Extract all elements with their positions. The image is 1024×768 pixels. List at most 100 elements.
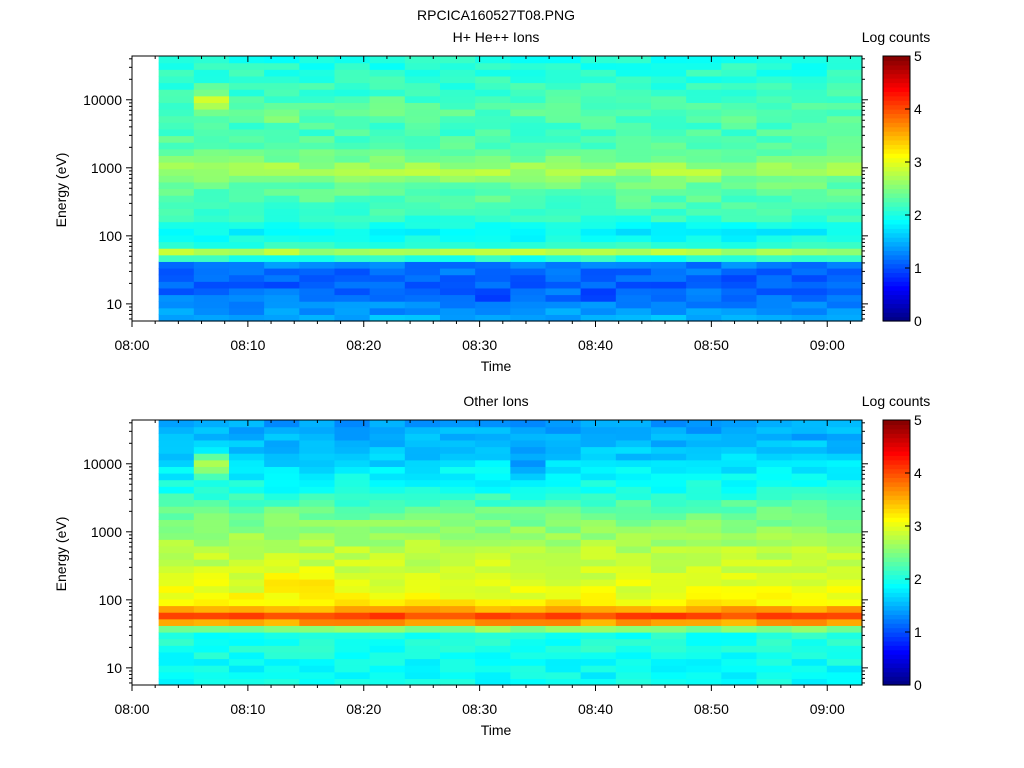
heatmap-cell	[369, 287, 406, 296]
heatmap-cell	[651, 181, 687, 190]
heatmap-cell	[791, 215, 828, 223]
heatmap-cell	[756, 208, 793, 216]
heatmap-cell	[404, 426, 441, 434]
heatmap-cell	[580, 645, 617, 653]
heatmap-cell	[299, 188, 336, 196]
heatmap-cell	[158, 56, 195, 64]
heatmap-cell	[791, 492, 828, 501]
heatmap-cell	[615, 241, 652, 249]
colorbar-step	[883, 254, 910, 260]
colorbar-step	[883, 658, 910, 664]
heatmap-cell	[299, 446, 336, 454]
heatmap-cell	[580, 519, 617, 527]
heatmap-cell	[404, 612, 441, 620]
heatmap-cell	[686, 228, 722, 236]
heatmap-cell	[791, 208, 828, 216]
colorbar-step	[883, 78, 910, 84]
heatmap-cell	[545, 665, 582, 673]
heatmap-cell	[369, 301, 406, 309]
heatmap-cell	[580, 625, 617, 633]
colorbar-tick-label: 3	[914, 154, 922, 170]
heatmap-cell	[615, 459, 652, 467]
heatmap-cell	[228, 426, 265, 434]
heatmap-cell	[756, 188, 793, 196]
colorbar-step	[883, 632, 910, 638]
heatmap-cell	[264, 195, 300, 203]
heatmap-cell	[228, 228, 265, 236]
heatmap-cell	[580, 532, 617, 540]
colorbar-step	[883, 144, 910, 150]
heatmap-cell	[826, 678, 863, 686]
heatmap-cell	[651, 446, 687, 454]
heatmap-cell	[651, 433, 687, 441]
heatmap-cell	[334, 665, 371, 673]
heatmap-cell	[158, 281, 195, 289]
heatmap-cell	[651, 585, 687, 593]
heatmap-cell	[193, 466, 230, 474]
heatmap-cell	[510, 658, 547, 666]
heatmap-cell	[439, 426, 476, 434]
heatmap-cell	[756, 545, 793, 554]
heatmap-cell	[404, 492, 441, 501]
heatmap-cell	[615, 148, 652, 156]
heatmap-cell	[615, 75, 652, 84]
heatmap-cell	[299, 301, 336, 309]
heatmap-cell	[510, 651, 547, 660]
heatmap-cell	[545, 526, 582, 534]
heatmap-cell	[158, 526, 195, 534]
heatmap-cell	[651, 128, 687, 137]
heatmap-cell	[193, 625, 230, 633]
heatmap-cell	[510, 492, 547, 501]
heatmap-cell	[615, 248, 652, 256]
heatmap-cell	[404, 281, 441, 289]
heatmap-cell	[686, 545, 722, 554]
heatmap-cell	[475, 605, 511, 613]
heatmap-cell	[264, 234, 300, 243]
heatmap-cell	[158, 221, 195, 229]
heatmap-cell	[721, 473, 758, 481]
heatmap-cell	[826, 506, 863, 514]
heatmap-cell	[756, 62, 793, 70]
heatmap-cell	[545, 122, 582, 130]
heatmap-cell	[545, 215, 582, 223]
heatmap-cell	[791, 579, 828, 587]
heatmap-cell	[615, 506, 652, 514]
colorbar-step	[883, 245, 910, 251]
heatmap-cell	[439, 195, 476, 203]
heatmap-cell	[686, 95, 722, 103]
heatmap-cell	[756, 446, 793, 454]
heatmap-cell	[334, 241, 371, 249]
heatmap-cell	[510, 512, 547, 520]
heatmap-cell	[756, 539, 793, 547]
heatmap-cell	[826, 605, 863, 613]
heatmap-cell	[615, 181, 652, 190]
heatmap-cell	[475, 645, 511, 653]
heatmap-cell	[826, 671, 863, 679]
colorbar-step	[883, 175, 910, 181]
heatmap-cell	[826, 492, 863, 501]
heatmap-cell	[721, 612, 758, 620]
heatmap-cell	[439, 82, 476, 90]
heatmap-cell	[545, 585, 582, 593]
heatmap-cell	[826, 75, 863, 84]
heatmap-cell	[545, 254, 582, 262]
heatmap-cell	[334, 605, 371, 613]
heatmap-cell	[510, 625, 547, 633]
heatmap-cell	[686, 446, 722, 454]
heatmap-cell	[334, 433, 371, 441]
heatmap-cell	[369, 512, 406, 520]
heatmap-cell	[826, 56, 863, 64]
colorbar-step	[883, 596, 910, 602]
heatmap-cell	[334, 135, 371, 143]
heatmap-cell	[580, 658, 617, 666]
heatmap-cell	[791, 473, 828, 481]
heatmap-cell	[721, 95, 758, 103]
heatmap-cell	[826, 294, 863, 302]
heatmap-cell	[299, 665, 336, 673]
heatmap-cell	[791, 519, 828, 527]
heatmap-cell	[826, 109, 863, 117]
heatmap-cell	[686, 559, 722, 567]
heatmap-cell	[545, 268, 582, 276]
heatmap-cell	[193, 632, 230, 640]
